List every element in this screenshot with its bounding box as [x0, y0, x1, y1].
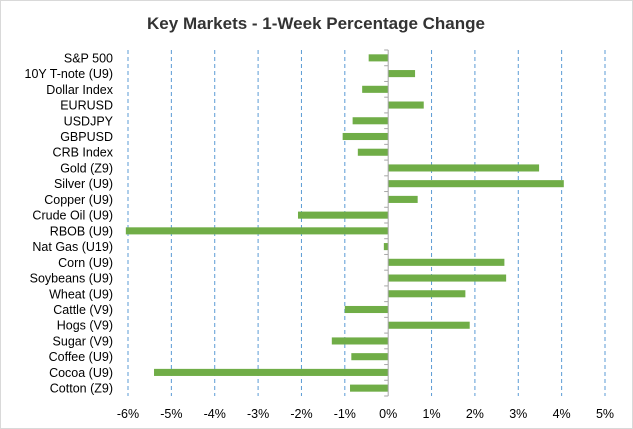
category-label: CRB Index	[53, 146, 114, 160]
bar	[342, 132, 389, 141]
x-tick-label: -2%	[290, 407, 312, 421]
x-tick-label: 1%	[423, 407, 441, 421]
bar	[388, 258, 505, 266]
x-tick-label: 5%	[596, 407, 614, 421]
bar	[383, 243, 389, 251]
category-label: Coffee (U9)	[49, 350, 113, 364]
bar	[125, 227, 389, 235]
bar	[297, 211, 389, 219]
bar	[154, 368, 389, 376]
category-label: Corn (U9)	[58, 256, 113, 270]
category-label: Soybeans (U9)	[30, 272, 113, 286]
bar	[388, 195, 418, 203]
bar	[388, 70, 416, 78]
bar	[388, 180, 564, 188]
category-label: Dollar Index	[46, 83, 113, 97]
x-tick-label: -6%	[117, 407, 139, 421]
category-label: Copper (U9)	[44, 193, 113, 207]
category-label: USDJPY	[64, 114, 114, 128]
bar	[388, 321, 470, 329]
bar	[352, 117, 389, 125]
category-label: Cattle (V9)	[53, 303, 113, 317]
bars	[125, 54, 564, 392]
bar	[368, 54, 389, 62]
x-tick-label: -1%	[334, 407, 356, 421]
x-tick-label: 0%	[379, 407, 397, 421]
bar	[388, 164, 540, 172]
category-label: Sugar (V9)	[53, 334, 113, 348]
zero-axis	[384, 49, 389, 397]
category-label: Nat Gas (U19)	[32, 240, 113, 254]
x-tick-label: 3%	[509, 407, 527, 421]
category-label: S&P 500	[64, 51, 113, 65]
bar	[388, 101, 424, 109]
bar	[357, 148, 389, 156]
x-tick-label: 2%	[466, 407, 484, 421]
grid-lines	[127, 50, 606, 396]
chart-title: Key Markets - 1-Week Percentage Change	[147, 14, 485, 33]
category-label: Crude Oil (U9)	[32, 209, 113, 223]
category-label: Wheat (U9)	[49, 287, 113, 301]
bar	[362, 85, 389, 93]
category-label: Cocoa (U9)	[49, 366, 113, 380]
bar	[331, 337, 389, 345]
x-tick-label: -4%	[204, 407, 226, 421]
x-tick-label: -5%	[160, 407, 182, 421]
category-labels: S&P 500 10Y T-note (U9) Dollar Index EURUSD…	[25, 51, 114, 395]
category-label: Hogs (V9)	[57, 319, 113, 333]
category-label: GBPUSD	[60, 130, 113, 144]
category-label: 10Y T-note (U9)	[25, 67, 113, 81]
category-label: EURUSD	[60, 99, 113, 113]
x-tick-labels: -6% -5% -4% -3% -2% -1% 0% 1% 2% 3% 4% 5%	[117, 407, 614, 421]
category-label: Cotton (Z9)	[50, 382, 113, 396]
bar	[351, 353, 389, 361]
x-tick-label: 4%	[553, 407, 571, 421]
category-label: RBOB (U9)	[50, 224, 113, 238]
bar	[344, 305, 389, 314]
x-tick-label: -3%	[247, 407, 269, 421]
category-label: Gold (Z9)	[60, 161, 113, 175]
bar	[350, 384, 389, 392]
bar	[388, 290, 466, 298]
bar	[388, 274, 507, 282]
category-label: Silver (U9)	[54, 177, 113, 191]
